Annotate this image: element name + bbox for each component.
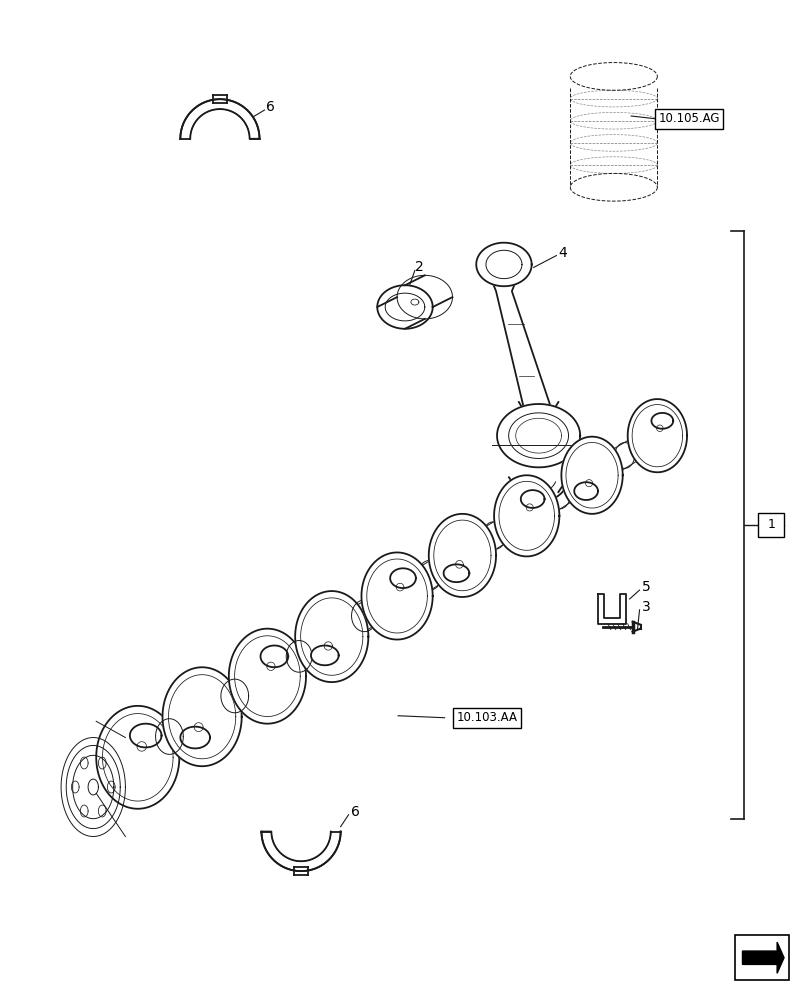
Polygon shape — [180, 99, 259, 139]
Text: 5: 5 — [642, 580, 650, 594]
Text: 2: 2 — [415, 260, 423, 274]
Polygon shape — [96, 706, 179, 809]
Polygon shape — [229, 629, 306, 724]
Polygon shape — [521, 490, 545, 508]
Polygon shape — [390, 568, 416, 588]
Bar — [734, 935, 789, 980]
Polygon shape — [377, 285, 433, 329]
Polygon shape — [497, 404, 580, 467]
Polygon shape — [509, 477, 568, 492]
Polygon shape — [130, 724, 162, 747]
Polygon shape — [162, 667, 242, 766]
Polygon shape — [651, 413, 673, 429]
Polygon shape — [262, 832, 341, 871]
Polygon shape — [260, 645, 288, 667]
Text: 10.105.AG: 10.105.AG — [659, 112, 720, 125]
Polygon shape — [361, 552, 433, 640]
Text: 4: 4 — [558, 246, 567, 260]
Polygon shape — [476, 243, 532, 286]
Polygon shape — [180, 727, 210, 748]
Polygon shape — [574, 482, 598, 500]
Polygon shape — [295, 591, 368, 682]
Text: 6: 6 — [351, 805, 360, 819]
Polygon shape — [444, 564, 469, 582]
Text: 10.103.AA: 10.103.AA — [457, 711, 518, 724]
Polygon shape — [743, 942, 784, 973]
Polygon shape — [494, 475, 559, 556]
Bar — [758, 513, 784, 537]
Polygon shape — [628, 399, 687, 472]
Polygon shape — [562, 437, 623, 514]
Text: 3: 3 — [642, 600, 650, 614]
Text: 6: 6 — [267, 100, 276, 114]
Text: 1: 1 — [768, 518, 775, 531]
Polygon shape — [311, 645, 339, 665]
Polygon shape — [598, 594, 625, 624]
Polygon shape — [429, 514, 496, 597]
